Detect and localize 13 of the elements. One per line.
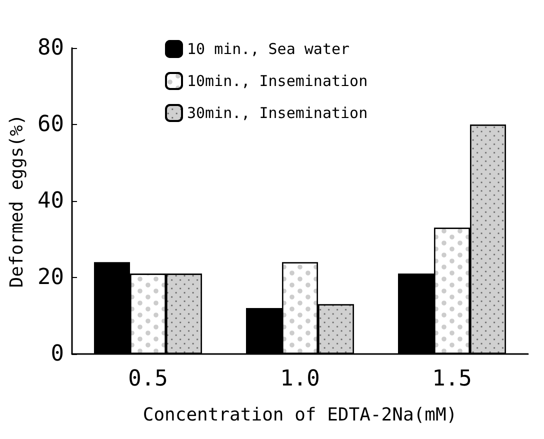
legend-label: 10 min., Sea water <box>187 40 350 58</box>
y-tick-label: 40 <box>38 188 64 214</box>
legend-label: 30min., Insemination <box>187 104 368 122</box>
y-tick-label: 0 <box>50 342 64 366</box>
x-tick-label: 1.0 <box>280 366 320 392</box>
y-tick-label: 80 <box>38 36 64 60</box>
x-axis-title: Concentration of EDTA-2Na(mM) <box>142 404 458 426</box>
legend-label: 10min., Insemination <box>187 72 368 90</box>
y-tick-label: 60 <box>38 112 64 137</box>
y-tick-label: 20 <box>38 265 64 290</box>
x-tick-label: 1.5 <box>432 366 472 392</box>
y-axis-title: Deformed eggs(%) <box>6 114 28 288</box>
x-tick-label: 0.5 <box>128 366 168 392</box>
